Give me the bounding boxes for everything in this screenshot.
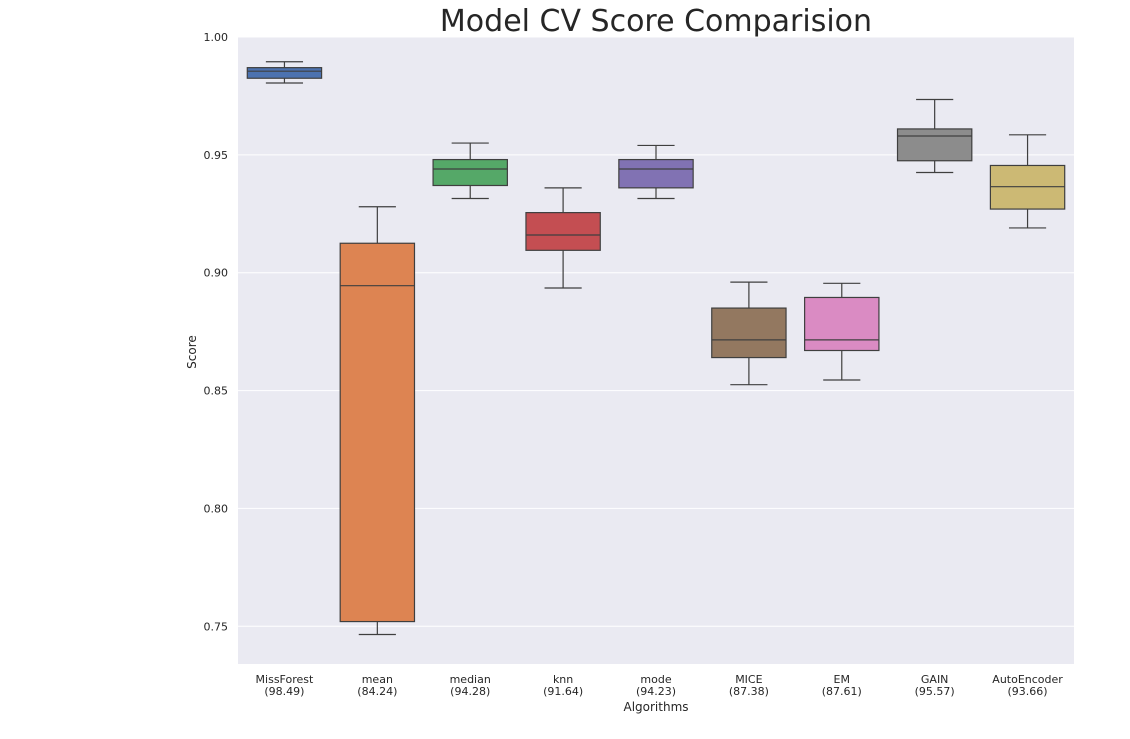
x-tick-label-median: median — [450, 673, 491, 686]
x-axis-label: Algorithms — [623, 700, 688, 714]
x-tick-score-mode: (94.23) — [636, 685, 676, 698]
y-tick-label-0.95: 0.95 — [204, 149, 229, 162]
box-MICE — [711, 281, 787, 386]
boxes — [246, 61, 1066, 636]
y-tick-label-0.80: 0.80 — [204, 502, 229, 515]
x-tick-score-median: (94.28) — [450, 685, 490, 698]
box-GAIN — [896, 98, 973, 174]
x-tick-score-MissForest: (98.49) — [264, 685, 304, 698]
box-body — [711, 307, 787, 359]
box-knn — [525, 187, 601, 289]
box-AutoEncoder — [989, 134, 1066, 229]
chart-title: Model CV Score Comparision — [440, 4, 872, 39]
x-tick-score-MICE: (87.38) — [729, 685, 769, 698]
x-tick-score-AutoEncoder: (93.66) — [1008, 685, 1048, 698]
y-tick-label-0.90: 0.90 — [204, 267, 229, 280]
x-tick-score-EM: (87.61) — [822, 685, 862, 698]
x-tick-score-GAIN: (95.57) — [915, 685, 955, 698]
box-mode — [618, 144, 694, 200]
y-tick-label-0.85: 0.85 — [204, 385, 229, 398]
y-tick-label-0.75: 0.75 — [204, 620, 229, 633]
x-tick-label-AutoEncoder: AutoEncoder — [992, 673, 1063, 686]
box-body — [618, 158, 694, 189]
x-tick-label-EM: EM — [834, 673, 850, 686]
y-tick-label-1.00: 1.00 — [204, 31, 229, 44]
x-tick-label-knn: knn — [553, 673, 573, 686]
x-tick-score-knn: (91.64) — [543, 685, 583, 698]
x-tick-label-mode: mode — [640, 673, 671, 686]
box-EM — [804, 282, 880, 381]
box-body — [432, 158, 508, 187]
x-tick-label-MICE: MICE — [735, 673, 762, 686]
x-tick-label-MissForest: MissForest — [256, 673, 314, 686]
box-body — [525, 212, 601, 251]
y-axis-label: Score — [185, 335, 199, 369]
x-tick-score-mean: (84.24) — [357, 685, 397, 698]
box-body — [339, 242, 416, 623]
y-tick-labels: 0.75 0.80 0.85 0.90 0.95 1.00 — [204, 31, 229, 633]
x-tick-label-GAIN: GAIN — [921, 673, 949, 686]
box-body — [896, 128, 973, 162]
x-tick-labels: MissForest(98.49) mean(84.24) median(94.28… — [256, 673, 1064, 698]
box-median — [432, 142, 508, 200]
x-tick-label-mean: mean — [362, 673, 393, 686]
box-body — [246, 67, 323, 79]
box-body — [804, 296, 880, 352]
box-MissForest — [246, 61, 323, 84]
box-mean — [339, 206, 416, 636]
